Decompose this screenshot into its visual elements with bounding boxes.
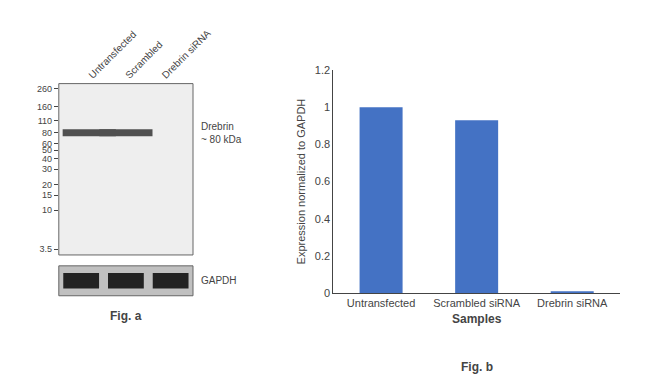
svg-text:3.5: 3.5 xyxy=(39,244,52,254)
svg-text:Scrambled: Scrambled xyxy=(123,39,165,81)
svg-text:80: 80 xyxy=(42,128,52,138)
svg-text:Fig. b: Fig. b xyxy=(461,360,493,374)
svg-text:110: 110 xyxy=(38,116,52,126)
svg-text:0.4: 0.4 xyxy=(315,213,330,225)
svg-text:Expression normalized to GAPDH: Expression normalized to GAPDH xyxy=(295,99,307,265)
svg-text:0.8: 0.8 xyxy=(315,138,330,150)
svg-text:20: 20 xyxy=(42,180,52,190)
svg-text:GAPDH: GAPDH xyxy=(201,275,237,286)
svg-text:Drebrin siRNA: Drebrin siRNA xyxy=(537,297,608,309)
svg-text:30: 30 xyxy=(42,164,52,174)
svg-text:Fig. a: Fig. a xyxy=(110,309,142,323)
svg-text:0.2: 0.2 xyxy=(315,250,330,262)
svg-text:Drebrin~ 80 kDa: Drebrin~ 80 kDa xyxy=(201,121,242,145)
svg-text:Scrambled siRNA: Scrambled siRNA xyxy=(433,297,520,309)
svg-text:Untransfected: Untransfected xyxy=(86,29,138,81)
svg-text:160: 160 xyxy=(37,102,52,112)
svg-text:40: 40 xyxy=(42,154,52,164)
svg-text:0: 0 xyxy=(324,287,330,299)
svg-text:1: 1 xyxy=(324,101,330,113)
svg-text:260: 260 xyxy=(37,84,52,94)
svg-text:50: 50 xyxy=(42,145,52,155)
svg-text:0.6: 0.6 xyxy=(315,175,330,187)
svg-text:60: 60 xyxy=(42,139,52,149)
svg-text:Samples: Samples xyxy=(452,312,502,326)
svg-text:1.2: 1.2 xyxy=(315,64,330,76)
svg-text:15: 15 xyxy=(42,190,52,200)
svg-text:Untransfected: Untransfected xyxy=(347,297,415,309)
svg-text:10: 10 xyxy=(42,205,52,215)
svg-text:Drebrin siRNA: Drebrin siRNA xyxy=(160,27,213,80)
